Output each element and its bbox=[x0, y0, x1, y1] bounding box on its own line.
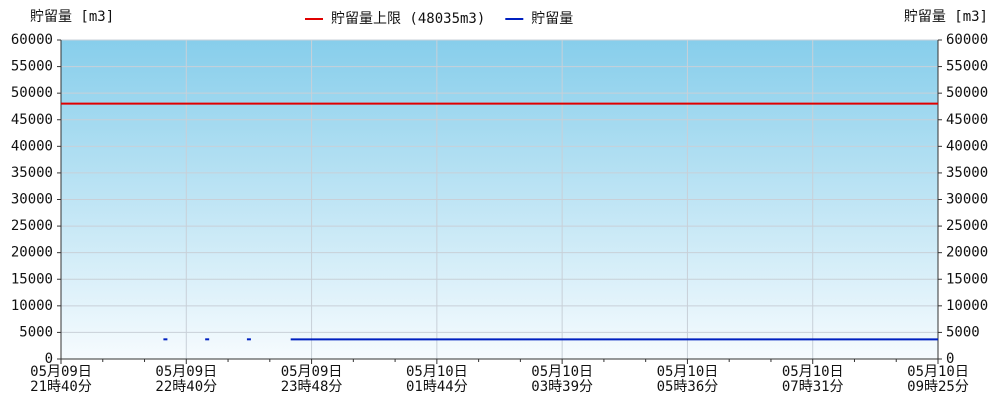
y2-tick-label: 0 bbox=[946, 351, 954, 367]
x-tick-label: 05月10日 05時36分 bbox=[657, 364, 719, 395]
x-tick-label: 05月10日 01時44分 bbox=[406, 364, 468, 395]
y-tick-label: 60000 bbox=[11, 32, 53, 48]
x-tick-label: 05月09日 23時48分 bbox=[281, 364, 343, 395]
y-tick-label: 30000 bbox=[11, 192, 53, 208]
y-tick-label: 10000 bbox=[11, 298, 53, 314]
y2-tick-label: 50000 bbox=[946, 85, 988, 101]
x-tick-label: 05月09日 22時40分 bbox=[155, 364, 217, 395]
x-tick-label: 05月10日 09時25分 bbox=[907, 364, 969, 395]
x-tick-label: 05月09日 21時40分 bbox=[30, 364, 92, 395]
y-tick-label: 40000 bbox=[11, 138, 53, 154]
x-tick-label: 05月10日 03時39分 bbox=[531, 364, 593, 395]
legend-label: 貯留量 bbox=[531, 11, 573, 27]
y-tick-label: 55000 bbox=[11, 59, 53, 75]
legend-label: 貯留量上限 (48035m3) bbox=[331, 11, 485, 27]
y-tick-label: 45000 bbox=[11, 112, 53, 128]
y2-axis-title: 貯留量 [m3] bbox=[904, 9, 988, 25]
y2-tick-label: 30000 bbox=[946, 192, 988, 208]
y-axis-title: 貯留量 [m3] bbox=[30, 9, 114, 25]
y2-tick-label: 35000 bbox=[946, 165, 988, 181]
y2-tick-label: 15000 bbox=[946, 271, 988, 287]
y2-tick-label: 40000 bbox=[946, 138, 988, 154]
y2-tick-label: 25000 bbox=[946, 218, 988, 234]
y-tick-label: 5000 bbox=[19, 324, 53, 340]
y2-tick-label: 5000 bbox=[946, 324, 980, 340]
y-tick-label: 50000 bbox=[11, 85, 53, 101]
y-tick-label: 35000 bbox=[11, 165, 53, 181]
y2-tick-label: 20000 bbox=[946, 245, 988, 261]
y2-tick-label: 60000 bbox=[946, 32, 988, 48]
y2-tick-label: 10000 bbox=[946, 298, 988, 314]
y-tick-label: 15000 bbox=[11, 271, 53, 287]
y-tick-label: 0 bbox=[45, 351, 53, 367]
y-tick-label: 25000 bbox=[11, 218, 53, 234]
y-tick-label: 20000 bbox=[11, 245, 53, 261]
y2-tick-label: 45000 bbox=[946, 112, 988, 128]
y2-tick-label: 55000 bbox=[946, 59, 988, 75]
x-tick-label: 05月10日 07時31分 bbox=[782, 364, 844, 395]
